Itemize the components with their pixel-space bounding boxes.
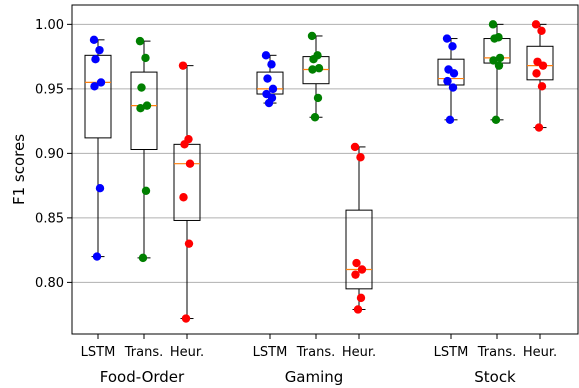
- data-point: [494, 61, 504, 70]
- data-point: [309, 54, 318, 64]
- data-point: [350, 142, 360, 152]
- data-point: [142, 101, 152, 110]
- data-point: [138, 253, 148, 263]
- y-tick-label: 0.90: [35, 147, 64, 162]
- grid-lines: [72, 23, 578, 283]
- y-tick-label: 0.85: [35, 211, 64, 226]
- data-points: [89, 20, 548, 323]
- data-point: [264, 98, 274, 108]
- data-point: [495, 53, 505, 63]
- data-point: [532, 69, 541, 78]
- data-point: [179, 193, 188, 202]
- data-point: [538, 61, 548, 70]
- data-point: [136, 104, 145, 113]
- data-point: [307, 31, 317, 41]
- data-point: [263, 74, 272, 83]
- data-point: [448, 42, 457, 51]
- data-point: [352, 258, 361, 268]
- x-tick-label: Heur.: [523, 345, 557, 360]
- data-point: [353, 305, 363, 314]
- y-tick-label: 0.80: [35, 276, 64, 291]
- y-tick-label: 0.95: [35, 82, 64, 97]
- data-point: [96, 78, 106, 87]
- x-tick-label: Trans.: [296, 345, 336, 360]
- data-point: [141, 186, 151, 195]
- axes: 0.80 0.85 0.90 0.95 1.00 Food-Order LSTM Trans.…: [35, 18, 557, 386]
- y-axis-title: F1 scores: [10, 134, 28, 205]
- data-point: [313, 93, 323, 103]
- x-tick-label: LSTM: [434, 345, 469, 360]
- data-point: [268, 84, 278, 94]
- data-point: [531, 20, 541, 29]
- group-label: Food-Order: [100, 368, 185, 386]
- x-tick-label: LSTM: [253, 345, 288, 360]
- data-point: [137, 83, 146, 92]
- data-point: [180, 140, 189, 149]
- iqr-box: [345, 209, 373, 290]
- y-tick-label: 1.00: [35, 18, 64, 33]
- data-point: [178, 61, 188, 70]
- data-point: [488, 20, 498, 29]
- data-point: [445, 115, 455, 125]
- data-point: [443, 76, 452, 86]
- data-point: [261, 51, 271, 60]
- data-point: [308, 65, 317, 74]
- data-point: [89, 35, 99, 45]
- x-tick-label: Heur.: [170, 345, 204, 360]
- data-point: [491, 115, 501, 125]
- group-label: Gaming: [285, 368, 344, 386]
- data-point: [184, 239, 194, 248]
- data-point: [537, 82, 547, 91]
- x-tick-label: LSTM: [81, 345, 116, 360]
- x-tick-label: Heur.: [342, 345, 376, 360]
- iqr-box: [526, 45, 554, 81]
- data-point: [181, 314, 191, 323]
- plot-area-frame: [71, 4, 579, 335]
- data-point: [95, 45, 104, 55]
- data-point: [534, 123, 544, 132]
- data-point: [442, 34, 452, 43]
- iqr-box: [130, 71, 158, 151]
- data-point: [91, 54, 100, 64]
- iqr-box: [173, 143, 201, 221]
- x-tick-label: Trans.: [477, 345, 517, 360]
- data-point: [356, 293, 366, 303]
- data-point: [351, 270, 360, 279]
- data-point: [314, 64, 324, 73]
- data-point: [537, 26, 546, 36]
- data-point: [135, 36, 145, 46]
- data-point: [185, 159, 195, 168]
- x-tick-label: Trans.: [124, 345, 164, 360]
- data-point: [357, 265, 367, 274]
- data-point: [267, 60, 276, 69]
- group-label: Stock: [474, 368, 516, 386]
- data-point: [95, 184, 105, 193]
- iqr-box: [84, 54, 112, 139]
- data-point: [356, 153, 365, 162]
- data-point: [92, 252, 102, 261]
- data-point: [448, 83, 458, 92]
- data-point: [489, 56, 498, 65]
- data-point: [449, 69, 459, 78]
- data-point: [90, 82, 99, 91]
- data-point: [310, 113, 320, 122]
- data-point: [141, 53, 150, 63]
- boxes: [84, 23, 554, 320]
- data-point: [490, 34, 499, 43]
